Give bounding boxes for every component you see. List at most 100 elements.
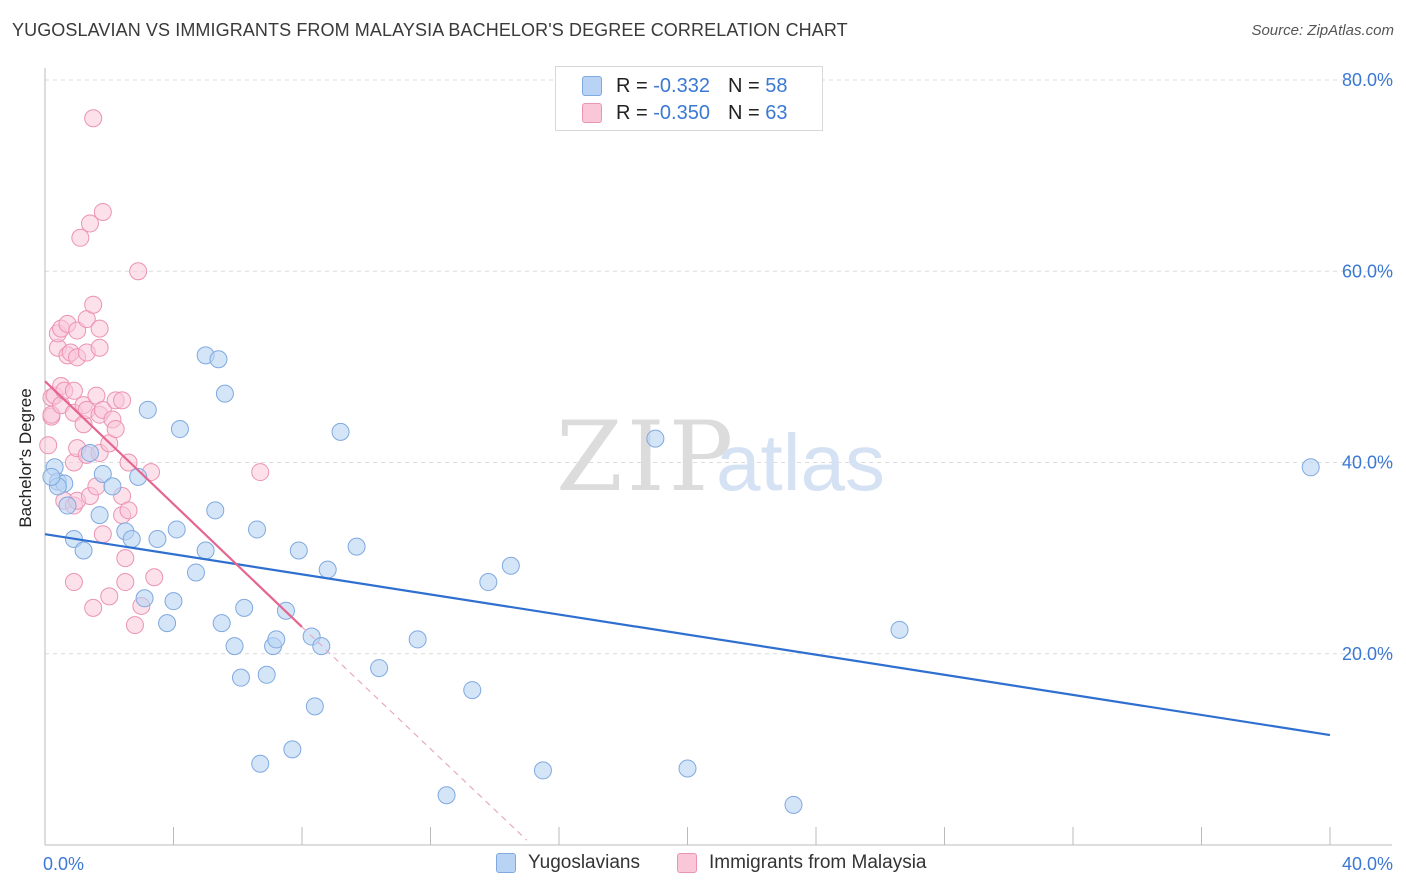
malaysia-point xyxy=(93,525,112,544)
yugoslavian-point xyxy=(289,541,308,560)
malaysia-point xyxy=(106,420,125,439)
series-legend: Yugoslavians Immigrants from Malaysia xyxy=(0,852,1406,878)
trend-lines xyxy=(44,380,1331,841)
malaysia-point xyxy=(64,381,83,400)
yugoslavian-point xyxy=(58,496,77,515)
malaysia-point xyxy=(71,228,90,247)
yugoslavian-point xyxy=(283,740,302,759)
malaysia-point xyxy=(80,214,99,233)
malaysia-point xyxy=(90,338,109,357)
tick-labels: 20.0% 40.0% 60.0% 80.0% 0.0% 40.0% xyxy=(43,70,1393,874)
yugoslavian-point xyxy=(93,464,112,483)
yugoslavian-point xyxy=(646,429,665,448)
yugoslavian-point xyxy=(678,759,697,778)
yugoslavian-point xyxy=(408,630,427,649)
watermark-atlas: atlas xyxy=(716,418,885,507)
yugoslavian-point xyxy=(251,754,270,773)
malaysia-point xyxy=(100,587,119,606)
n-value: 63 xyxy=(765,101,788,124)
y-tick-label: 80.0% xyxy=(1342,70,1393,90)
yugoslavian-point xyxy=(248,520,267,539)
malaysia-point xyxy=(116,573,135,592)
r-value: -0.350 xyxy=(653,101,710,124)
malaysia-point xyxy=(64,573,83,592)
yugoslavian-point xyxy=(318,560,337,579)
yugoslavian-point xyxy=(122,530,141,548)
legend-label: Yugoslavians xyxy=(528,852,640,873)
yugoslavian-point xyxy=(167,520,186,539)
legend-row-yugoslavians: R = -0.332 N = 58 xyxy=(582,73,787,99)
yugoslavian-point xyxy=(129,467,148,486)
yugoslavians-trend-line xyxy=(44,533,1331,737)
yugoslavian-point xyxy=(212,614,231,633)
yugoslavian-point xyxy=(164,592,183,611)
malaysia-point xyxy=(129,262,148,281)
yugoslavian-point xyxy=(209,350,228,369)
malaysia-point xyxy=(84,598,103,617)
legend-label: Immigrants from Malaysia xyxy=(709,852,927,873)
n-label: N = xyxy=(727,74,760,97)
n-value: 58 xyxy=(765,74,788,97)
malaysia-point xyxy=(93,202,112,221)
malaysia-point xyxy=(84,109,103,128)
yugoslavian-point xyxy=(479,573,498,592)
yugoslavian-point xyxy=(74,541,93,560)
malaysia-point xyxy=(68,321,87,340)
yugoslavian-point xyxy=(890,620,909,639)
gridlines xyxy=(45,79,1392,655)
yugoslavian-point xyxy=(90,506,109,525)
yugoslavian-point xyxy=(370,659,389,678)
yugoslavian-point xyxy=(312,637,331,656)
series-malaysia-points xyxy=(39,109,270,635)
chart-title: YUGOSLAVIAN VS IMMIGRANTS FROM MALAYSIA … xyxy=(12,20,848,40)
malaysia-point xyxy=(251,463,270,482)
yugoslavian-point xyxy=(257,665,276,684)
yugoslavian-point xyxy=(463,681,482,700)
yugoslavian-point xyxy=(331,422,350,441)
yugoslavian-point xyxy=(533,761,552,780)
yugoslavian-point xyxy=(196,541,215,560)
yugoslavian-point xyxy=(225,637,244,656)
malaysia-point xyxy=(113,391,132,410)
malaysia-point xyxy=(116,549,135,568)
x-tick-label: 40.0% xyxy=(1342,854,1393,874)
yugoslavian-point xyxy=(206,501,225,520)
yugoslavian-point xyxy=(231,668,250,687)
legend-item-malaysia: Immigrants from Malaysia xyxy=(677,852,927,874)
pink-swatch xyxy=(582,103,602,123)
yugoslavian-point xyxy=(305,697,324,716)
yugoslavian-point xyxy=(437,786,456,805)
watermark-zip: ZIP xyxy=(556,401,737,513)
source-credit: Source: ZipAtlas.com xyxy=(1251,22,1394,39)
malaysia-point xyxy=(84,295,103,314)
yugoslavian-point xyxy=(186,563,205,582)
yugoslavian-point xyxy=(135,589,154,608)
blue-swatch xyxy=(496,853,516,873)
yugoslavian-point xyxy=(267,630,286,649)
malaysia-point xyxy=(39,436,58,455)
series-yugoslavians-points xyxy=(42,346,1320,814)
yugoslavian-point xyxy=(235,598,254,617)
x-tick-label: 0.0% xyxy=(43,854,84,874)
pink-swatch xyxy=(677,853,697,873)
y-tick-label: 20.0% xyxy=(1342,644,1393,664)
malaysia-point xyxy=(119,501,138,520)
axes xyxy=(44,68,1392,846)
malaysia-trend-line xyxy=(44,380,303,628)
y-tick-label: 60.0% xyxy=(1342,261,1393,281)
malaysia-point xyxy=(125,616,144,635)
y-tick-label: 40.0% xyxy=(1342,453,1393,473)
malaysia-point xyxy=(90,319,109,338)
n-label: N = xyxy=(727,101,760,124)
yugoslavian-point xyxy=(170,420,189,439)
correlation-legend: R = -0.332 N = 58 R = -0.350 N = 63 xyxy=(555,66,823,131)
yugoslavian-point xyxy=(784,795,803,814)
yugoslavian-point xyxy=(148,530,167,548)
r-label: R = xyxy=(616,74,648,97)
r-value: -0.332 xyxy=(653,74,710,97)
yugoslavian-point xyxy=(80,443,99,462)
r-label: R = xyxy=(616,101,648,124)
y-axis-label: Bachelor's Degree xyxy=(16,388,35,527)
yugoslavian-point xyxy=(158,614,177,633)
